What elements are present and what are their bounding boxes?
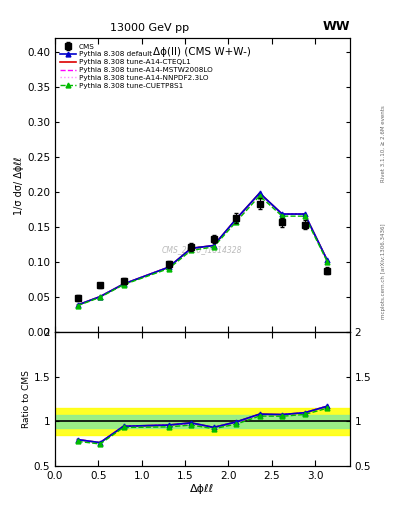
Pythia 8.308 tune-A14-NNPDF2.3LO: [189, 246, 193, 252]
Pythia 8.308 tune-CUETP8S1: [75, 303, 80, 309]
Pythia 8.308 tune-A14-MSTW2008LO: [257, 190, 262, 197]
Pythia 8.308 default: [121, 281, 126, 287]
Line: Pythia 8.308 tune-A14-NNPDF2.3LO: Pythia 8.308 tune-A14-NNPDF2.3LO: [77, 194, 327, 305]
Pythia 8.308 tune-CUETP8S1: [302, 213, 307, 219]
Y-axis label: 1/σ dσ/ Δϕℓℓ: 1/σ dσ/ Δϕℓℓ: [14, 156, 24, 215]
Bar: [55, 408, 350, 435]
Pythia 8.308 tune-A14-MSTW2008LO: [75, 302, 80, 308]
Pythia 8.308 tune-CUETP8S1: [325, 259, 330, 265]
Pythia 8.308 tune-A14-MSTW2008LO: [189, 246, 193, 252]
Y-axis label: Ratio to CMS: Ratio to CMS: [22, 370, 31, 428]
Pythia 8.308 default: [166, 264, 171, 270]
Pythia 8.308 tune-A14-CTEQL1: [234, 216, 239, 222]
Pythia 8.308 default: [280, 211, 285, 217]
Pythia 8.308 tune-A14-CTEQL1: [75, 302, 80, 308]
Pythia 8.308 tune-A14-NNPDF2.3LO: [211, 243, 216, 249]
Pythia 8.308 tune-A14-NNPDF2.3LO: [121, 281, 126, 287]
Bar: [55, 415, 350, 428]
Pythia 8.308 tune-A14-NNPDF2.3LO: [75, 302, 80, 308]
Pythia 8.308 tune-A14-CTEQL1: [121, 281, 126, 287]
Pythia 8.308 tune-A14-NNPDF2.3LO: [98, 293, 103, 300]
Line: Pythia 8.308 tune-CUETP8S1: Pythia 8.308 tune-CUETP8S1: [75, 194, 330, 308]
Pythia 8.308 default: [211, 243, 216, 249]
Text: Rivet 3.1.10, ≥ 2.6M events: Rivet 3.1.10, ≥ 2.6M events: [381, 105, 386, 182]
Pythia 8.308 tune-A14-MSTW2008LO: [302, 211, 307, 217]
Pythia 8.308 tune-A14-MSTW2008LO: [325, 257, 330, 263]
Pythia 8.308 tune-A14-CTEQL1: [211, 243, 216, 249]
Pythia 8.308 tune-A14-CTEQL1: [280, 211, 285, 217]
Pythia 8.308 tune-A14-CTEQL1: [98, 293, 103, 300]
Pythia 8.308 tune-A14-NNPDF2.3LO: [234, 217, 239, 223]
Text: Δϕ(ll) (CMS W+W-): Δϕ(ll) (CMS W+W-): [153, 47, 252, 57]
Pythia 8.308 tune-A14-CTEQL1: [189, 245, 193, 251]
Pythia 8.308 default: [234, 216, 239, 222]
Pythia 8.308 default: [325, 257, 330, 263]
Pythia 8.308 tune-A14-MSTW2008LO: [280, 211, 285, 217]
Pythia 8.308 tune-A14-CTEQL1: [257, 190, 262, 196]
Pythia 8.308 tune-CUETP8S1: [211, 244, 216, 250]
Pythia 8.308 tune-A14-NNPDF2.3LO: [166, 264, 171, 270]
Line: Pythia 8.308 tune-A14-MSTW2008LO: Pythia 8.308 tune-A14-MSTW2008LO: [77, 194, 327, 305]
Pythia 8.308 tune-CUETP8S1: [98, 294, 103, 301]
Pythia 8.308 tune-A14-NNPDF2.3LO: [302, 211, 307, 217]
Pythia 8.308 tune-CUETP8S1: [257, 193, 262, 199]
Pythia 8.308 tune-A14-CTEQL1: [302, 211, 307, 217]
Line: Pythia 8.308 tune-A14-CTEQL1: Pythia 8.308 tune-A14-CTEQL1: [77, 193, 327, 305]
Pythia 8.308 tune-A14-MSTW2008LO: [211, 243, 216, 249]
Pythia 8.308 tune-A14-MSTW2008LO: [98, 293, 103, 300]
Text: mcplots.cern.ch [arXiv:1306.3436]: mcplots.cern.ch [arXiv:1306.3436]: [381, 224, 386, 319]
Pythia 8.308 tune-A14-MSTW2008LO: [166, 264, 171, 270]
Pythia 8.308 tune-CUETP8S1: [166, 266, 171, 272]
Pythia 8.308 tune-CUETP8S1: [234, 219, 239, 225]
Pythia 8.308 default: [257, 190, 262, 196]
Pythia 8.308 default: [302, 211, 307, 217]
Pythia 8.308 default: [189, 245, 193, 251]
Line: Pythia 8.308 default: Pythia 8.308 default: [75, 190, 330, 308]
Pythia 8.308 tune-A14-NNPDF2.3LO: [280, 211, 285, 217]
Text: CMS_2020_I1814328: CMS_2020_I1814328: [162, 246, 242, 254]
Pythia 8.308 default: [75, 302, 80, 308]
Pythia 8.308 tune-CUETP8S1: [280, 213, 285, 219]
Legend: CMS, Pythia 8.308 default, Pythia 8.308 tune-A14-CTEQL1, Pythia 8.308 tune-A14-M: CMS, Pythia 8.308 default, Pythia 8.308 …: [59, 42, 214, 90]
Pythia 8.308 tune-A14-CTEQL1: [325, 257, 330, 263]
Pythia 8.308 tune-A14-NNPDF2.3LO: [257, 190, 262, 197]
Pythia 8.308 tune-CUETP8S1: [189, 247, 193, 253]
Pythia 8.308 tune-A14-MSTW2008LO: [234, 217, 239, 223]
Pythia 8.308 tune-A14-MSTW2008LO: [121, 281, 126, 287]
Pythia 8.308 tune-CUETP8S1: [121, 282, 126, 288]
X-axis label: Δϕℓℓ: Δϕℓℓ: [190, 483, 215, 494]
Text: WW: WW: [322, 20, 350, 33]
Pythia 8.308 tune-A14-CTEQL1: [166, 264, 171, 270]
Text: 13000 GeV pp: 13000 GeV pp: [110, 23, 189, 33]
Pythia 8.308 tune-A14-NNPDF2.3LO: [325, 257, 330, 263]
Pythia 8.308 default: [98, 293, 103, 300]
